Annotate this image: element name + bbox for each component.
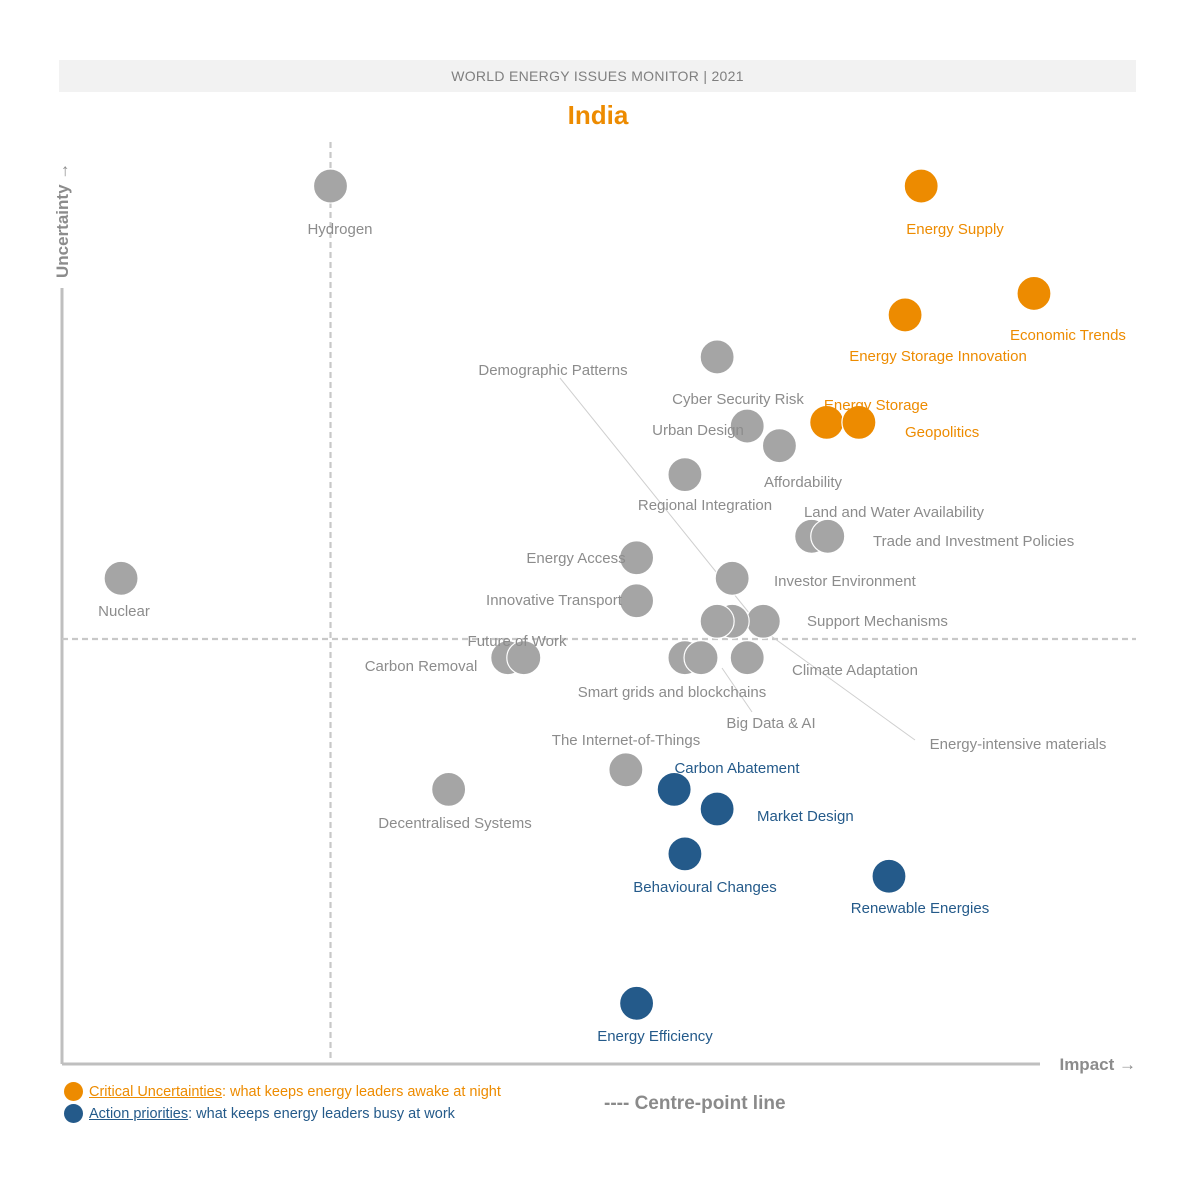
label-smart-grids-and-blockchains: Smart grids and blockchains bbox=[578, 684, 766, 701]
label-nuclear: Nuclear bbox=[98, 603, 150, 620]
legend-critical-text: : what keeps energy leaders awake at nig… bbox=[221, 1083, 501, 1100]
report-banner: WORLD ENERGY ISSUES MONITOR | 2021 bbox=[59, 60, 1136, 92]
label-energy-storage-innovation: Energy Storage Innovation bbox=[849, 348, 1027, 365]
point-labels: Energy Supply Economic Trends Energy Stora… bbox=[98, 221, 1126, 1045]
point-energy-supply[interactable] bbox=[903, 168, 939, 204]
axes: Impact → Uncertainty → bbox=[53, 163, 1136, 1074]
legend-action-text: : what keeps energy leaders busy at work bbox=[188, 1105, 455, 1122]
point-the-internet-of-things[interactable] bbox=[608, 752, 644, 788]
legend-centre-line: ---- Centre-point line bbox=[604, 1093, 786, 1114]
point-regional-integration[interactable] bbox=[667, 457, 703, 493]
legend-action: Action priorities : what keeps energy le… bbox=[64, 1104, 455, 1123]
label-energy-supply: Energy Supply bbox=[906, 221, 1004, 238]
point-nuclear[interactable] bbox=[103, 560, 139, 596]
point-carbon-removal-2[interactable] bbox=[506, 640, 542, 676]
point-decentralised-systems[interactable] bbox=[431, 771, 467, 808]
label-energy-access: Energy Access bbox=[526, 550, 625, 567]
label-regional-integration: Regional Integration bbox=[638, 497, 772, 514]
point-market-design[interactable] bbox=[699, 791, 735, 827]
point-energy-efficiency[interactable] bbox=[618, 985, 655, 1021]
x-axis-label: Impact → bbox=[1059, 1055, 1136, 1074]
y-axis-label: Uncertainty → bbox=[53, 163, 72, 278]
legend-critical: Critical Uncertainties : what keeps ener… bbox=[64, 1082, 501, 1101]
point-urban-design[interactable] bbox=[729, 408, 765, 444]
point-cyber-security-risk[interactable] bbox=[699, 339, 735, 375]
label-carbon-abatement: Carbon Abatement bbox=[674, 760, 800, 777]
point-climate-adaptation[interactable] bbox=[729, 640, 765, 676]
label-innovative-transport: Innovative Transport bbox=[486, 592, 623, 609]
point-carbon-abatement[interactable] bbox=[656, 771, 692, 808]
label-urban-design: Urban Design bbox=[652, 422, 744, 439]
point-economic-trends[interactable] bbox=[1016, 275, 1052, 312]
leader-line-big-data-ai bbox=[721, 667, 753, 713]
label-support-mechanisms: Support Mechanisms bbox=[807, 613, 948, 630]
label-investor-environment: Investor Environment bbox=[774, 573, 917, 590]
point-energy-access[interactable] bbox=[618, 540, 655, 576]
label-energy-efficiency: Energy Efficiency bbox=[597, 1028, 713, 1045]
label-big-data-ai: Big Data & AI bbox=[726, 715, 815, 732]
leader-line-energy-intensive-materials bbox=[759, 627, 916, 741]
label-cyber-security-risk: Cyber Security Risk bbox=[672, 391, 804, 408]
label-hydrogen: Hydrogen bbox=[307, 221, 372, 238]
label-affordability: Affordability bbox=[764, 474, 843, 491]
point-affordability[interactable] bbox=[761, 428, 798, 464]
point-innovative-transport[interactable] bbox=[618, 583, 655, 619]
label-market-design: Market Design bbox=[757, 808, 854, 825]
point-behavioural-changes[interactable] bbox=[667, 836, 703, 872]
label-renewable-energies: Renewable Energies bbox=[851, 900, 989, 917]
legend-action-dot bbox=[64, 1104, 83, 1123]
point-renewable-energies[interactable] bbox=[871, 858, 907, 894]
label-future-of-work: Future of Work bbox=[468, 633, 567, 650]
legend-critical-link[interactable]: Critical Uncertainties bbox=[89, 1083, 222, 1100]
label-decentralised-systems: Decentralised Systems bbox=[378, 815, 531, 832]
chart-title: India bbox=[567, 100, 629, 130]
label-geopolitics: Geopolitics bbox=[905, 424, 979, 441]
label-land-and-water-availability: Land and Water Availability bbox=[804, 504, 985, 521]
point-trade-and-investment-policies[interactable] bbox=[810, 518, 846, 554]
data-points bbox=[103, 168, 1052, 1021]
label-carbon-removal: Carbon Removal bbox=[365, 658, 478, 675]
label-demographic-patterns: Demographic Patterns bbox=[478, 362, 627, 379]
legend-critical-dot bbox=[64, 1082, 83, 1101]
point-hydrogen[interactable] bbox=[312, 168, 349, 204]
legend-action-link[interactable]: Action priorities bbox=[89, 1105, 189, 1122]
point-future-of-work[interactable] bbox=[699, 603, 735, 639]
centre-point-lines bbox=[62, 142, 1136, 1062]
point-geopolitics[interactable] bbox=[841, 404, 877, 440]
label-the-internet-of-things: The Internet-of-Things bbox=[552, 732, 700, 749]
label-economic-trends: Economic Trends bbox=[1010, 327, 1126, 344]
label-climate-adaptation: Climate Adaptation bbox=[792, 662, 918, 679]
label-energy-storage: Energy Storage bbox=[824, 397, 928, 414]
label-trade-and-investment-policies: Trade and Investment Policies bbox=[873, 533, 1074, 550]
label-behavioural-changes: Behavioural Changes bbox=[633, 879, 776, 896]
label-energy-intensive-materials: Energy-intensive materials bbox=[930, 736, 1107, 753]
point-support-mechanisms[interactable] bbox=[745, 603, 781, 639]
point-energy-storage-innovation[interactable] bbox=[887, 297, 923, 333]
point-big-data-ai[interactable] bbox=[683, 640, 719, 676]
point-investor-environment[interactable] bbox=[714, 560, 750, 596]
